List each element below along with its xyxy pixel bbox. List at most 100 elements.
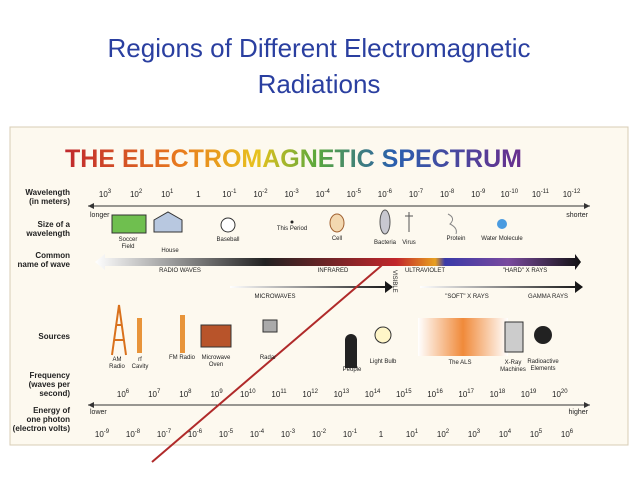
frequency-tick-base: 10 <box>365 390 374 399</box>
size-end: shorter <box>566 212 588 219</box>
oven-icon <box>200 324 232 348</box>
source-label: Elements <box>530 366 555 372</box>
size-object-label: Virus <box>402 240 416 246</box>
radar-icon <box>262 319 278 333</box>
energy-tick-base: 10 <box>499 430 508 439</box>
wavelength-tick-base: 10 <box>284 190 293 199</box>
energy-tick: 10-4 <box>250 429 265 439</box>
frequency-tick-base: 10 <box>179 390 188 399</box>
energy-tick: 10-8 <box>126 429 141 439</box>
energy-tick-base: 10 <box>219 430 228 439</box>
wavelength-tick-base: 10 <box>161 190 170 199</box>
frequency-tick-base: 10 <box>148 390 157 399</box>
row-label: name of wave <box>18 260 71 269</box>
frequency-tick: 1011 <box>271 389 287 399</box>
wavelength-tick-base: 10 <box>316 190 325 199</box>
row-label: Common <box>35 251 70 260</box>
wavelength-tick-base: 10 <box>253 190 262 199</box>
frequency-tick-exponent: 20 <box>561 389 568 395</box>
energy-tick-exponent: -8 <box>135 429 141 435</box>
energy-tick: 104 <box>499 429 512 439</box>
wave-name: "SOFT" X RAYS <box>445 294 489 300</box>
frequency-tick: 1014 <box>365 389 381 399</box>
wavelength-tick-base: 10 <box>99 190 108 199</box>
size-object-label: Field <box>121 244 134 250</box>
wavelength-tick-exponent: -5 <box>356 189 362 195</box>
wavelength-tick-exponent: -2 <box>262 189 268 195</box>
wavelength-tick-exponent: -10 <box>509 189 518 195</box>
energy-tick: 10-7 <box>157 429 172 439</box>
source-label: The ALS <box>448 360 471 366</box>
source-label: Light Bulb <box>370 359 397 365</box>
source-label: Microwave <box>202 355 231 361</box>
row-label: second) <box>39 389 70 398</box>
wavelength-tick: 10-1 <box>222 189 237 199</box>
wavelength-tick-exponent: -3 <box>293 189 299 195</box>
frequency-tick-exponent: 15 <box>405 389 412 395</box>
wave-name: ULTRAVIOLET <box>405 268 445 274</box>
frequency-tick: 106 <box>117 389 130 399</box>
frequency-tick-base: 10 <box>490 390 499 399</box>
frequency-tick: 107 <box>148 389 161 399</box>
frequency-tick-exponent: 7 <box>157 389 161 395</box>
frequency-tick-base: 10 <box>458 390 467 399</box>
energy-tick-exponent: 4 <box>508 429 512 435</box>
row-label: one photon <box>26 415 70 424</box>
als-glow <box>418 318 508 356</box>
cell-icon <box>329 213 345 233</box>
energy-tick: 1 <box>379 430 384 439</box>
energy-tick: 101 <box>406 429 419 439</box>
size-object-label: Protein <box>446 236 465 242</box>
wave-name: RADIO WAVES <box>159 268 201 274</box>
frequency-tick-exponent: 13 <box>343 389 350 395</box>
energy-tick-exponent: 6 <box>570 429 574 435</box>
energy-tick-base: 10 <box>437 430 446 439</box>
source-label: People <box>343 367 362 373</box>
energy-tick: 103 <box>468 429 481 439</box>
frequency-tick: 1018 <box>490 389 506 399</box>
frequency-tick: 1012 <box>302 389 318 399</box>
people-icon <box>345 334 357 368</box>
wavelength-tick: 102 <box>130 189 143 199</box>
energy-end: higher <box>569 409 589 416</box>
energy-tick-base: 10 <box>157 430 166 439</box>
xray-icon <box>504 321 524 353</box>
wavelength-tick-exponent: -8 <box>449 189 455 195</box>
wavelength-tick: 10-2 <box>253 189 268 199</box>
frequency-tick: 1016 <box>427 389 443 399</box>
bulb-icon <box>374 326 392 344</box>
frequency-tick: 1019 <box>521 389 537 399</box>
virus-icon <box>405 212 413 232</box>
wavelength-tick: 10-9 <box>471 189 486 199</box>
row-label: Energy of <box>33 406 70 415</box>
water-icon <box>497 219 507 229</box>
frequency-tick-exponent: 18 <box>499 389 506 395</box>
row-label: Frequency <box>30 371 71 380</box>
frequency-tick-exponent: 17 <box>467 389 474 395</box>
energy-tick: 10-2 <box>312 429 327 439</box>
wavelength-tick-base: 10 <box>501 190 510 199</box>
size-end: longer <box>90 212 110 219</box>
energy-tick-base: 10 <box>126 430 135 439</box>
protein-icon <box>447 213 457 235</box>
row-label: Wavelength <box>25 188 70 197</box>
frequency-tick: 1017 <box>458 389 474 399</box>
energy-tick-base: 10 <box>95 430 104 439</box>
energy-tick-exponent: 5 <box>539 429 543 435</box>
energy-tick-exponent: -3 <box>290 429 296 435</box>
source-label: Machines <box>500 367 526 373</box>
frequency-tick-exponent: 16 <box>436 389 443 395</box>
rf-cavity-icon <box>137 318 142 353</box>
frequency-tick-exponent: 9 <box>219 389 223 395</box>
wavelength-tick: 10-5 <box>347 189 362 199</box>
energy-tick-exponent: -2 <box>321 429 327 435</box>
wavelength-tick-exponent: -7 <box>418 189 424 195</box>
wavelength-tick-base: 10 <box>471 190 480 199</box>
fm-icon <box>180 315 185 353</box>
frequency-tick-base: 10 <box>552 390 561 399</box>
wavelength-tick-base: 10 <box>440 190 449 199</box>
wave-name: GAMMA RAYS <box>528 294 568 300</box>
wavelength-tick: 103 <box>99 189 112 199</box>
diagram-heading: THE ELECTROMAGNETIC SPECTRUM <box>65 145 522 173</box>
wavelength-tick: 10-6 <box>378 189 393 199</box>
